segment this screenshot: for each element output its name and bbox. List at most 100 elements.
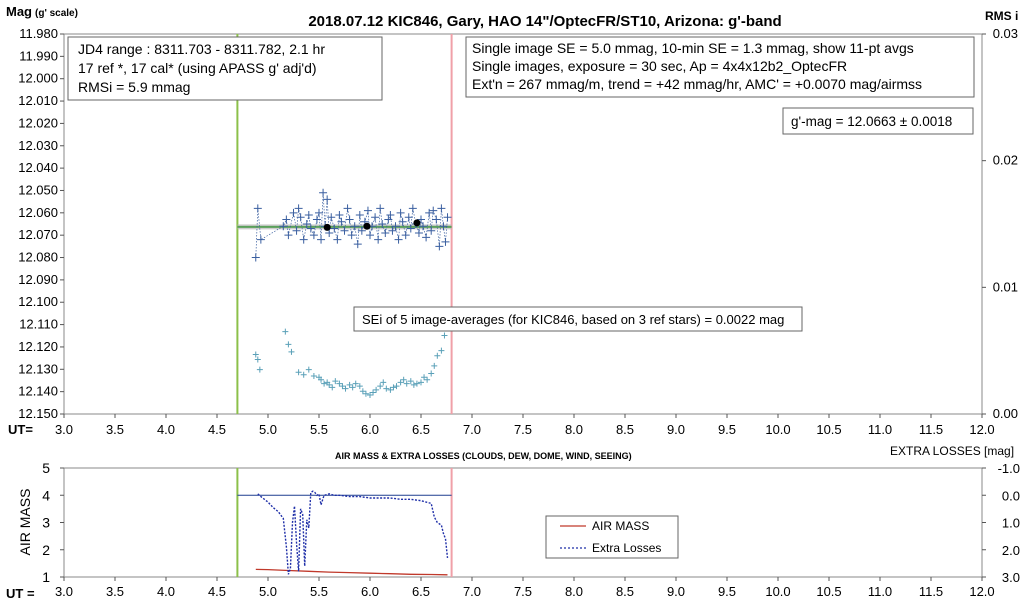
lower-x-tick-label: 9.0	[667, 584, 685, 599]
rms-point	[321, 380, 328, 387]
upper-x-tick-label: 6.5	[412, 422, 430, 437]
mag-point	[419, 222, 428, 231]
upper-y-tick-label: 12.070	[18, 227, 58, 242]
mag-point	[347, 231, 356, 240]
mag-point	[381, 228, 390, 237]
upper-x-tick-label: 11.0	[868, 422, 892, 437]
rms-point	[377, 383, 384, 390]
rms-point	[256, 366, 263, 373]
mag-point	[401, 231, 410, 240]
rms-point	[342, 385, 349, 392]
mag-point	[315, 208, 323, 217]
rms-point	[356, 383, 363, 390]
upper-x-tick-label: 11.5	[919, 422, 943, 437]
lower-x-tick-label: 8.0	[565, 584, 583, 599]
mag-point	[414, 228, 423, 237]
lower-y2-tick-label: 1.0	[1002, 516, 1020, 531]
mag-point	[292, 226, 301, 235]
upper-y-tick-label: 12.080	[18, 250, 58, 265]
lower-y-tick-label: 2	[42, 542, 50, 558]
mag-point	[337, 217, 346, 226]
upper-y-tick-label: 12.050	[18, 182, 58, 197]
upper-y2-tick-label: 0.00	[993, 406, 1018, 421]
upper-x-tick-label: 9.5	[718, 422, 736, 437]
mag-point	[256, 235, 265, 244]
mag-point	[357, 226, 366, 235]
rms-point	[339, 383, 346, 390]
average-point	[363, 222, 371, 230]
rms-point	[421, 374, 428, 381]
mag-point	[443, 213, 452, 222]
mag-point	[417, 215, 425, 224]
rms-point	[441, 332, 448, 339]
mag-point	[441, 237, 450, 246]
upper-x-tick-label: 6.0	[361, 422, 379, 437]
rms-point	[438, 347, 445, 354]
mag-point	[345, 215, 354, 224]
mag-point	[330, 224, 339, 233]
mag-point	[335, 211, 344, 220]
lower-x-tick-label: 11.0	[868, 584, 892, 599]
upper-x-tick-label: 7.5	[514, 422, 532, 437]
average-point	[323, 223, 331, 231]
mag-point	[396, 208, 405, 217]
mag-point	[284, 231, 293, 240]
rms-point	[295, 369, 302, 376]
rms-point	[418, 379, 424, 386]
rms-point	[413, 380, 420, 387]
rms-point	[352, 380, 359, 387]
mag-point	[251, 253, 260, 262]
rms-point	[336, 380, 343, 387]
mag-point	[253, 204, 262, 213]
mag-point	[388, 226, 397, 235]
lower-x-tick-label: 3.5	[106, 584, 124, 599]
mag-point	[376, 204, 385, 213]
ut-label-bottom: UT =	[6, 586, 35, 601]
mag-point	[355, 211, 364, 220]
left-axis-label: Mag (g' scale)	[6, 4, 78, 19]
mag-point	[439, 222, 448, 231]
upper-y-tick-label: 12.130	[18, 361, 58, 376]
lower-title: AIR MASS & EXTRA LOSSES (CLOUDS, DEW, DO…	[335, 451, 632, 461]
rms-point	[285, 341, 292, 348]
upper-x-tick-label: 8.0	[565, 422, 583, 437]
lower-x-tick-label: 12.0	[969, 584, 994, 599]
mag-point	[391, 222, 400, 231]
rms-point	[403, 380, 410, 387]
legend-losses-label: Extra Losses	[592, 541, 661, 555]
lower-x-tick-label: 5.0	[259, 584, 277, 599]
lower-y2-tick-label: 2.0	[1002, 543, 1020, 558]
lower-x-tick-label: 6.0	[361, 584, 379, 599]
lower-x-tick-label: 9.5	[718, 584, 736, 599]
ut-label: UT=	[8, 422, 33, 437]
mag-point	[312, 215, 321, 224]
upper-x-tick-label: 4.5	[208, 422, 226, 437]
rms-point	[431, 362, 438, 369]
upper-y-tick-label: 12.100	[18, 294, 58, 309]
lower-right-label: EXTRA LOSSES [mag]	[890, 444, 1014, 458]
rms-point	[329, 384, 336, 391]
rms-point	[349, 384, 356, 391]
upper-y-tick-label: 12.040	[18, 160, 58, 175]
rms-point	[326, 381, 333, 388]
rms-point	[362, 390, 369, 397]
rms-point	[346, 381, 353, 388]
legend-airmass-label: AIR MASS	[592, 519, 649, 533]
info-left-line-3: RMSi = 5.9 mmag	[78, 79, 190, 95]
upper-x-tick-label: 5.0	[259, 422, 277, 437]
mag-point	[398, 217, 407, 226]
lower-x-tick-label: 10.0	[765, 584, 790, 599]
lower-x-tick-label: 3.0	[55, 584, 73, 599]
mag-point	[333, 235, 342, 244]
average-point	[413, 219, 421, 227]
mag-point	[302, 220, 311, 228]
upper-x-tick-label: 10.5	[816, 422, 841, 437]
lower-y-tick-label: 4	[42, 487, 50, 503]
upper-x-tick-label: 8.5	[616, 422, 634, 437]
mag-point	[299, 235, 308, 244]
upper-y-tick-label: 12.120	[18, 339, 58, 354]
upper-x-tick-label: 7.0	[463, 422, 481, 437]
lower-x-tick-label: 11.5	[919, 584, 943, 599]
mag-point	[282, 215, 291, 224]
mag-point	[327, 213, 336, 222]
